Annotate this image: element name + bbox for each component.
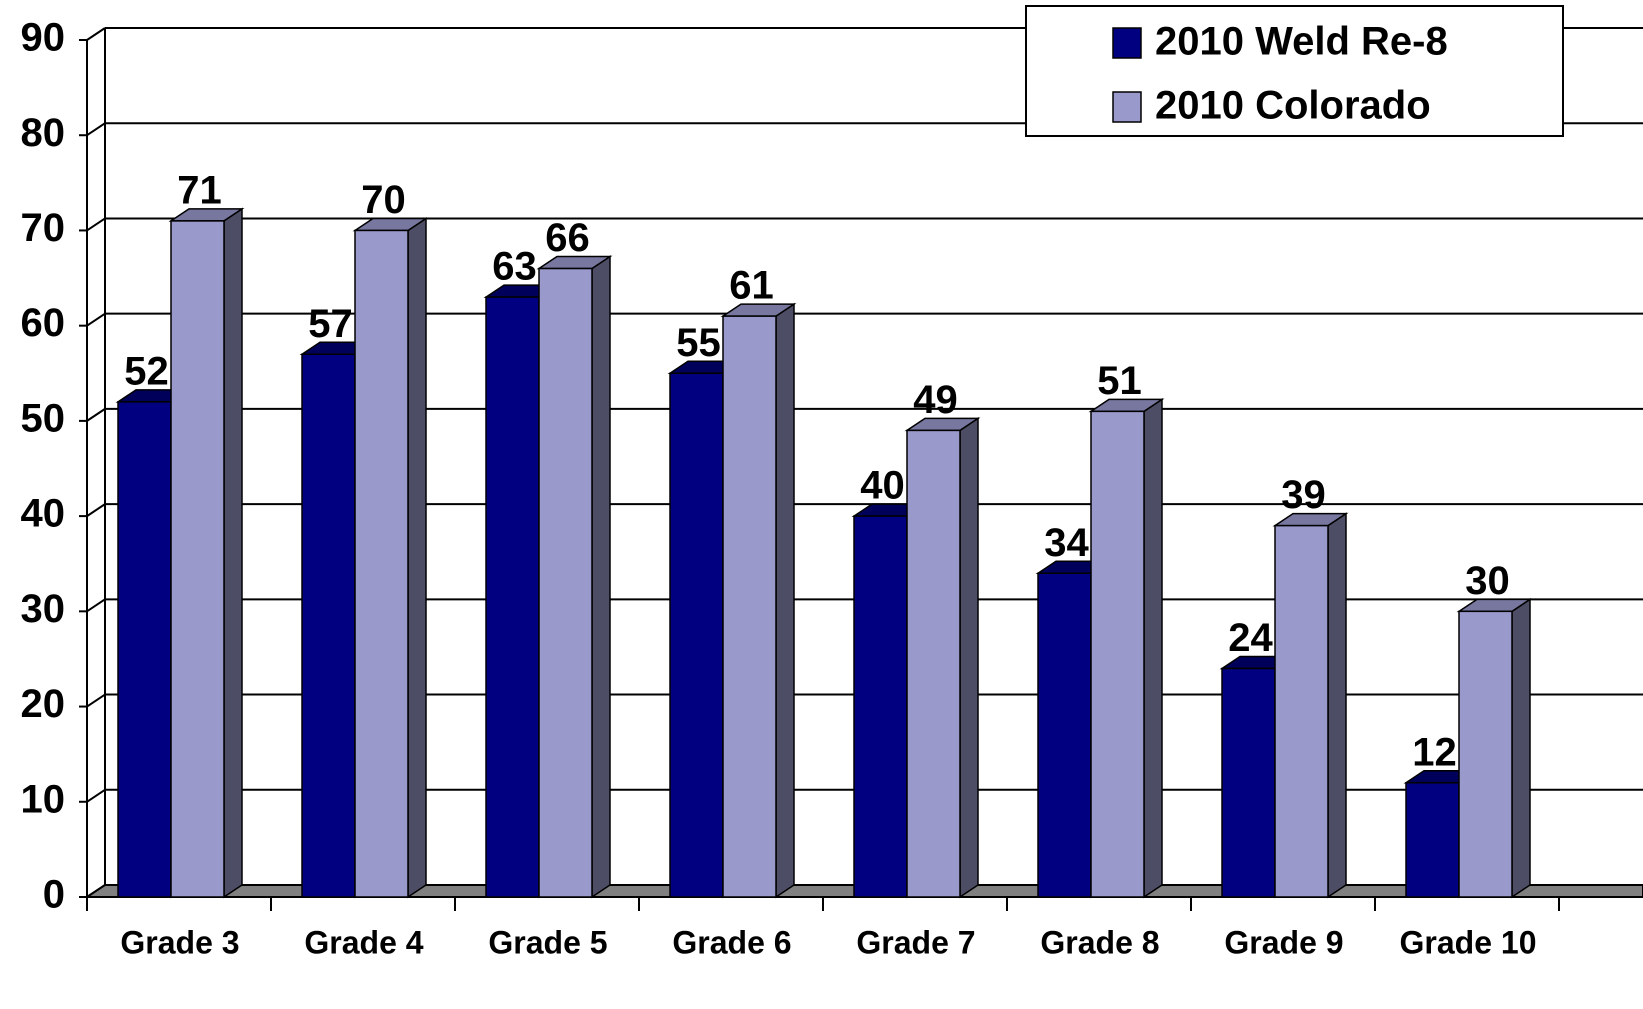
data-label: 51 <box>1097 359 1142 403</box>
data-label: 71 <box>177 168 222 212</box>
bar <box>1221 667 1276 898</box>
data-label: 49 <box>913 378 958 422</box>
bar-side <box>959 417 979 899</box>
bar <box>1405 781 1460 898</box>
grid-line-side <box>86 408 106 422</box>
bar-side <box>1327 512 1347 899</box>
legend-swatch <box>1112 91 1142 123</box>
bar <box>538 267 593 898</box>
bar <box>669 372 724 898</box>
bar <box>853 515 908 898</box>
y-tick-label: 30 <box>21 587 66 631</box>
bar <box>1458 610 1513 898</box>
bar <box>1090 410 1145 898</box>
data-label: 30 <box>1465 559 1510 603</box>
legend-swatch <box>1112 27 1142 59</box>
x-tick-label: Grade 3 <box>120 924 239 960</box>
y-tick-label: 90 <box>21 16 66 60</box>
grid-line-side <box>86 788 106 803</box>
data-label: 12 <box>1412 730 1457 774</box>
y-tick-label: 70 <box>21 206 66 250</box>
data-label: 66 <box>545 216 590 260</box>
grid-line-side <box>86 693 106 708</box>
y-tick-label: 80 <box>21 111 66 155</box>
data-label: 63 <box>492 245 537 289</box>
x-tick-label: Grade 5 <box>488 924 607 960</box>
data-label: 52 <box>124 349 169 393</box>
bar <box>1037 572 1092 898</box>
legend-label: 2010 Weld Re-8 <box>1155 20 1448 64</box>
x-tick-label: Grade 10 <box>1400 924 1537 960</box>
data-label: 70 <box>361 178 406 222</box>
bar <box>354 229 409 898</box>
bar <box>906 429 961 898</box>
bar-side <box>1511 597 1531 899</box>
data-label: 24 <box>1228 616 1273 660</box>
x-tick-label: Grade 6 <box>672 924 791 960</box>
data-label: 57 <box>308 302 353 346</box>
bar <box>117 401 172 898</box>
grid-line-side <box>86 122 106 137</box>
grid-line-side <box>86 312 106 327</box>
x-tick-label: Grade 7 <box>856 924 975 960</box>
y-tick-label: 60 <box>21 301 66 345</box>
x-tick-label: Grade 8 <box>1040 924 1159 960</box>
bar-side <box>407 217 427 899</box>
legend-label: 2010 Colorado <box>1155 84 1431 128</box>
bar-side <box>775 302 795 899</box>
bar-side <box>1143 397 1163 899</box>
data-label: 61 <box>729 264 774 308</box>
data-label: 34 <box>1044 521 1089 565</box>
bar <box>485 296 540 898</box>
data-label: 55 <box>676 321 721 365</box>
grid-line-side <box>86 598 106 613</box>
y-tick-label: 50 <box>21 396 66 440</box>
bar <box>301 353 356 898</box>
bar-side <box>591 255 611 899</box>
grid-line-side <box>86 503 106 517</box>
y-tick-label: 40 <box>21 492 66 536</box>
grid-line-side <box>86 27 106 41</box>
bar <box>1274 524 1329 898</box>
bar <box>722 315 777 898</box>
bar-side <box>223 207 243 899</box>
y-tick-label: 10 <box>21 777 66 821</box>
y-tick-label: 20 <box>21 682 66 726</box>
grid-line-side <box>86 217 106 232</box>
y-tick-label: 0 <box>43 873 65 917</box>
x-tick-label: Grade 9 <box>1224 924 1343 960</box>
bar <box>170 220 225 898</box>
data-label: 39 <box>1281 473 1326 517</box>
x-tick-label: Grade 4 <box>304 924 423 960</box>
data-label: 40 <box>860 464 905 508</box>
